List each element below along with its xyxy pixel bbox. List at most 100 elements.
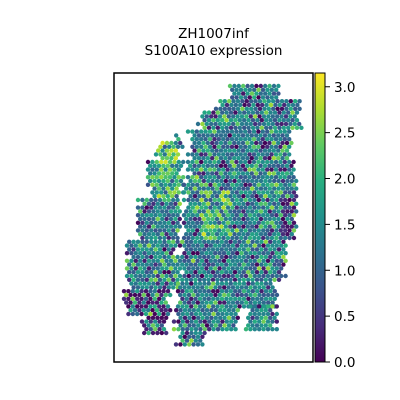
spot <box>243 213 248 218</box>
spot <box>199 175 204 180</box>
spot <box>220 125 225 130</box>
spot <box>251 175 257 180</box>
spot <box>225 213 231 218</box>
spot <box>271 148 276 153</box>
spot <box>223 171 228 176</box>
spot <box>278 137 283 142</box>
spot <box>228 118 234 123</box>
spot <box>289 178 294 184</box>
spot <box>216 129 221 134</box>
spot <box>133 251 138 256</box>
spot <box>222 323 227 328</box>
spot <box>177 273 183 279</box>
spot <box>176 175 181 180</box>
spot <box>276 201 281 206</box>
spot <box>188 247 194 252</box>
spot <box>267 209 272 214</box>
spot <box>237 254 242 260</box>
spot <box>252 197 257 203</box>
spot <box>157 277 163 282</box>
spot <box>170 178 175 184</box>
spot <box>276 140 281 146</box>
spot <box>232 178 237 184</box>
spot <box>148 296 153 301</box>
spot <box>249 99 254 104</box>
spot <box>255 118 260 123</box>
spot <box>233 102 238 108</box>
spot <box>193 327 199 332</box>
spot <box>227 106 232 112</box>
spot <box>276 216 281 222</box>
spot <box>198 319 203 324</box>
spot <box>127 262 132 267</box>
spot <box>160 281 165 286</box>
spot <box>264 125 269 130</box>
spot <box>152 304 157 309</box>
spot <box>270 266 275 271</box>
spot <box>191 342 196 347</box>
spot <box>232 194 237 199</box>
spot <box>251 159 257 165</box>
spot <box>208 205 213 210</box>
colorbar-tick-label: 1.0 <box>334 263 355 279</box>
spot <box>259 125 264 130</box>
spot <box>201 209 206 214</box>
spot <box>237 277 242 282</box>
spot <box>270 114 275 119</box>
spot <box>214 133 219 138</box>
spot <box>140 239 145 244</box>
spot <box>166 262 171 267</box>
spot <box>285 194 290 199</box>
spot <box>213 258 218 263</box>
spot <box>155 266 160 271</box>
spot <box>186 273 191 279</box>
spot <box>259 254 264 260</box>
spot <box>206 209 211 214</box>
spot <box>130 289 135 294</box>
spot <box>156 171 162 176</box>
spot <box>184 239 189 244</box>
spot <box>182 300 187 305</box>
spot <box>250 209 255 214</box>
spot <box>244 121 249 127</box>
spot <box>239 266 244 271</box>
spot <box>178 163 184 168</box>
spot <box>233 311 238 317</box>
spot <box>252 205 257 210</box>
spot <box>199 167 204 172</box>
spot <box>184 209 189 214</box>
spot <box>165 311 171 317</box>
spot <box>192 209 198 214</box>
spot <box>263 209 268 214</box>
spot <box>241 209 246 214</box>
spot <box>226 266 231 271</box>
spot <box>213 243 218 248</box>
spot <box>237 304 242 309</box>
spot <box>284 148 290 153</box>
spot <box>185 152 191 157</box>
spot <box>234 182 239 187</box>
spot <box>140 254 145 260</box>
spot <box>218 323 223 328</box>
spot <box>185 319 190 324</box>
spot <box>194 152 199 157</box>
spot <box>287 137 292 142</box>
spot <box>188 209 193 214</box>
spot <box>284 171 290 176</box>
spot <box>257 327 262 332</box>
spot <box>221 197 226 203</box>
spot <box>228 194 233 199</box>
spot <box>239 114 245 119</box>
spot <box>289 194 294 199</box>
spot <box>192 148 197 153</box>
spot <box>268 296 273 301</box>
spot <box>273 175 279 180</box>
spot <box>181 197 187 203</box>
spot <box>291 213 297 218</box>
spot <box>192 171 197 176</box>
spot <box>196 156 202 161</box>
spot <box>258 224 264 229</box>
spot <box>174 308 179 313</box>
spot <box>274 319 279 324</box>
spot <box>230 266 235 271</box>
